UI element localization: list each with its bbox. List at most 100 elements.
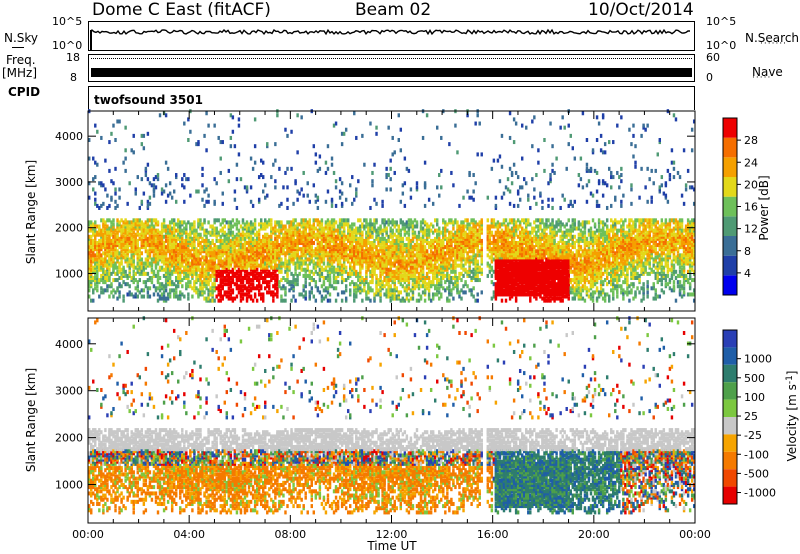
heatmap-cell [114, 228, 117, 233]
heatmap-cell [195, 142, 198, 147]
heatmap-cell [154, 243, 158, 248]
heatmap-cell [203, 218, 206, 223]
heatmap-cell [120, 249, 123, 254]
heatmap-cell [126, 273, 129, 278]
heatmap-cell [183, 265, 186, 270]
heatmap-cell [124, 255, 127, 260]
heatmap-cell [191, 245, 194, 250]
heatmap-cell [181, 183, 184, 188]
heatmap-cell [189, 271, 192, 276]
heatmap-cell [94, 275, 97, 280]
heatmap-cell [136, 228, 139, 233]
heatmap-cell [132, 253, 135, 258]
heatmap-cell [152, 253, 156, 258]
heatmap-cell [120, 228, 123, 233]
heatmap-cell [152, 259, 156, 264]
heatmap-cell [146, 162, 150, 167]
power-heatmap-cells [88, 109, 696, 303]
heatmap-cell [118, 284, 121, 289]
heatmap-cell [156, 230, 160, 235]
heatmap-cell [217, 218, 220, 223]
heatmap-cell [90, 263, 93, 268]
heatmap-cell [195, 251, 198, 256]
heatmap-cell [201, 183, 204, 188]
heatmap-cell [189, 253, 192, 258]
heatmap-cell [136, 249, 139, 254]
heatmap-cell [108, 267, 111, 272]
heatmap-cell [221, 228, 224, 233]
heatmap-cell [371, 179, 374, 184]
heatmap-cell [375, 201, 378, 206]
heatmap-cell [166, 278, 170, 283]
heatmap-cell [209, 224, 212, 229]
heatmap-cell [199, 218, 202, 223]
heatmap-cell [124, 230, 127, 235]
heatmap-cell [189, 230, 192, 235]
heatmap-cell [195, 236, 198, 241]
heatmap-cell [183, 253, 186, 258]
heatmap-cell [411, 290, 415, 295]
heatmap-cell [170, 255, 174, 260]
heatmap-cell [136, 263, 139, 268]
heatmap-cell [215, 247, 218, 252]
heatmap-cell [219, 263, 222, 268]
heatmap-cell [112, 228, 115, 233]
heatmap-cell [193, 253, 196, 258]
heatmap-cell [112, 253, 115, 258]
heatmap-cell [185, 251, 188, 256]
heatmap-cell [118, 290, 121, 295]
heatmap-cell [138, 271, 142, 276]
heatmap-cell [172, 247, 176, 252]
heatmap-cell [219, 290, 222, 295]
heatmap-cell [96, 259, 99, 264]
heatmap-cell [146, 222, 150, 227]
heatmap-cell [142, 240, 146, 245]
heatmap-cell [486, 218, 490, 223]
heatmap-cell [106, 259, 109, 264]
heatmap-cell [215, 238, 218, 243]
heatmap-cell [166, 267, 170, 272]
heatmap-cell [132, 220, 135, 225]
heatmap-cell [146, 205, 150, 210]
heatmap-cell [162, 261, 166, 266]
heatmap-cell [92, 265, 95, 270]
heatmap-cell [126, 259, 129, 264]
heatmap-cell [134, 271, 137, 276]
heatmap-cell [353, 111, 356, 116]
heatmap-cell [298, 271, 301, 276]
heatmap-cell [92, 240, 95, 245]
heatmap-cell [199, 269, 202, 274]
heatmap-cell [94, 282, 97, 287]
heatmap-cell [205, 265, 208, 270]
heatmap-cell [166, 271, 170, 276]
heatmap-cell [189, 284, 192, 289]
heatmap-cell [251, 298, 255, 303]
heatmap-cell [205, 271, 208, 276]
heatmap-cell [100, 261, 103, 266]
heatmap-cell [409, 195, 413, 200]
heatmap-cell [154, 238, 158, 243]
heatmap-cell [152, 269, 156, 274]
heatmap-cell [154, 240, 158, 245]
heatmap-cell [274, 179, 277, 184]
heatmap-cell [286, 166, 289, 171]
heatmap-cell [221, 238, 224, 243]
heatmap-cell [116, 296, 119, 301]
heatmap-cell [215, 253, 218, 258]
heatmap-cell [150, 245, 154, 250]
heatmap-cell [100, 234, 103, 239]
heatmap-cell [150, 228, 154, 233]
heatmap-cell [136, 230, 139, 235]
heatmap-cell [158, 296, 162, 301]
heatmap-cell [193, 224, 196, 229]
heatmap-cell [197, 249, 200, 254]
heatmap-cell [326, 166, 330, 171]
heatmap-cell [334, 286, 338, 291]
heatmap-cell [191, 240, 194, 245]
heatmap-cell [158, 249, 162, 254]
heatmap-cell [209, 288, 212, 293]
heatmap-cell [219, 170, 222, 175]
heatmap-cell [193, 243, 196, 248]
heatmap-cell [193, 251, 196, 256]
